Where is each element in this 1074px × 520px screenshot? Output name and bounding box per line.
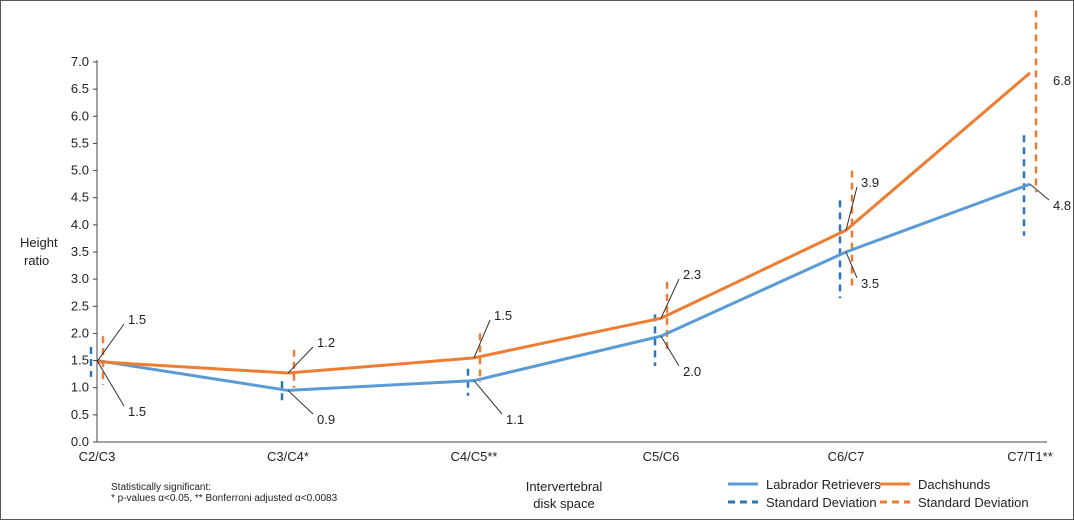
- data-label-leader-labrador: [1029, 183, 1050, 201]
- data-label-dachshund: 1.5: [128, 312, 146, 327]
- y-tick-label: 0.0: [71, 434, 89, 449]
- y-tick-label: 7.0: [71, 54, 89, 69]
- data-label-leader-labrador: [660, 335, 680, 367]
- y-tick-label: 1.0: [71, 380, 89, 395]
- x-axis-title-line2: disk space: [533, 496, 594, 511]
- x-tick-label: C5/C6: [643, 449, 680, 464]
- y-tick-label: 0.5: [71, 407, 89, 422]
- series-line-labrador: [96, 182, 1031, 392]
- legend-label: Dachshunds: [918, 477, 991, 492]
- data-label-leader-dachshund: [660, 278, 680, 319]
- y-tick-label: 5.5: [71, 135, 89, 150]
- y-tick-label: 1.5: [71, 353, 89, 368]
- y-tick-label: 4.5: [71, 190, 89, 205]
- x-tick-label: C3/C4*: [267, 449, 309, 464]
- data-label-labrador: 4.8: [1053, 198, 1071, 213]
- data-label-leader-labrador: [473, 380, 503, 415]
- x-tick-label: C4/C5**: [451, 449, 498, 464]
- data-label-dachshund: 2.3: [683, 267, 701, 282]
- data-label-leader-dachshund: [845, 186, 858, 231]
- y-tick-label: 4.0: [71, 217, 89, 232]
- data-label-labrador: 1.1: [506, 412, 524, 427]
- y-tick-label: 3.0: [71, 271, 89, 286]
- y-tick-label: 3.5: [71, 244, 89, 259]
- data-label-labrador: 0.9: [317, 412, 335, 427]
- data-label-leader-labrador: [287, 390, 314, 415]
- data-label-dachshund: 6.8: [1053, 73, 1071, 88]
- y-axis-title-line2: ratio: [24, 253, 49, 268]
- data-label-leader-labrador: [96, 360, 125, 407]
- y-axis-title-line1: Height: [20, 235, 58, 250]
- y-tick-label: 6.0: [71, 108, 89, 123]
- data-label-leader-dachshund: [96, 323, 125, 362]
- data-label-labrador: 3.5: [861, 276, 879, 291]
- legend-label: Standard Deviation: [766, 495, 877, 510]
- data-label-labrador: 1.5: [128, 404, 146, 419]
- legend-label: Standard Deviation: [918, 495, 1029, 510]
- data-label-dachshund: 3.9: [861, 175, 879, 190]
- data-label-labrador: 2.0: [683, 364, 701, 379]
- data-label-leader-dachshund: [287, 346, 314, 374]
- y-tick-label: 2.5: [71, 298, 89, 313]
- data-label-leader-labrador: [845, 251, 858, 279]
- data-label-leader-dachshund: [473, 319, 491, 359]
- footnote-line2: * p-values α<0.05, ** Bonferroni adjuste…: [111, 493, 338, 504]
- x-tick-label: C2/C3: [79, 449, 116, 464]
- series-line-dachshund: [96, 71, 1031, 375]
- x-axis-title-line1: Intervertebral: [526, 479, 603, 494]
- y-tick-label: 2.0: [71, 325, 89, 340]
- legend-label: Labrador Retrievers: [766, 477, 881, 492]
- y-tick-label: 6.5: [71, 81, 89, 96]
- footnote-line1: Statistically significant:: [111, 482, 211, 493]
- x-tick-label: C6/C7: [828, 449, 865, 464]
- data-label-dachshund: 1.5: [494, 308, 512, 323]
- data-label-dachshund: 1.2: [317, 335, 335, 350]
- x-tick-label: C7/T1**: [1007, 449, 1053, 464]
- y-tick-label: 5.0: [71, 163, 89, 178]
